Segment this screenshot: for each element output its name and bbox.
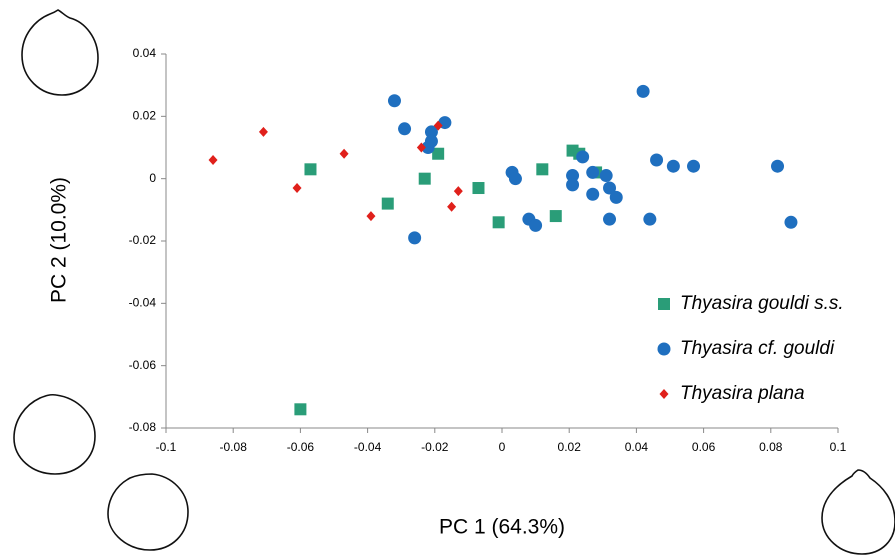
data-point	[258, 126, 268, 137]
x-tick-label: -0.1	[156, 440, 177, 454]
data-point	[408, 231, 422, 245]
data-point	[424, 125, 438, 139]
legend-marker	[657, 342, 671, 356]
legend-label: Thyasira cf. gouldi	[680, 338, 835, 359]
data-point	[576, 150, 590, 164]
data-point	[208, 154, 218, 165]
x-tick-label: -0.04	[354, 440, 382, 454]
x-tick-label: -0.02	[421, 440, 449, 454]
shell-outline	[13, 393, 96, 475]
data-point	[609, 190, 623, 204]
legend-marker	[658, 298, 670, 310]
shell-outline	[107, 473, 189, 551]
x-tick-label: 0.08	[759, 440, 783, 454]
data-point	[339, 148, 349, 159]
data-point	[387, 94, 401, 108]
data-point	[453, 186, 463, 197]
data-point	[586, 165, 600, 179]
x-tick-label: 0	[499, 440, 506, 454]
data-point	[447, 201, 457, 212]
y-axis-title: PC 2 (10.0%)	[48, 177, 71, 303]
shell-outline	[21, 9, 99, 96]
data-point	[636, 84, 650, 98]
data-point	[650, 153, 664, 167]
x-tick-label: 0.02	[558, 440, 582, 454]
data-point	[416, 142, 426, 153]
data-point	[418, 172, 431, 185]
data-point	[566, 178, 580, 192]
data-point	[472, 182, 485, 195]
data-point	[771, 159, 785, 173]
x-tick-label: 0.04	[625, 440, 649, 454]
shell-outline	[821, 469, 895, 555]
x-axis-title: PC 1 (64.3%)	[439, 516, 565, 539]
y-tick-label: -0.08	[129, 420, 157, 434]
data-point	[666, 159, 680, 173]
y-tick-label: 0.02	[133, 109, 157, 123]
data-point	[433, 120, 443, 131]
x-tick-label: 0.1	[830, 440, 847, 454]
data-point	[603, 181, 617, 195]
data-point	[381, 197, 394, 210]
data-point	[424, 134, 438, 148]
legend-marker	[659, 389, 669, 399]
data-point	[687, 159, 701, 173]
data-point	[304, 163, 317, 176]
data-point	[599, 169, 613, 183]
y-tick-label: -0.04	[129, 296, 157, 310]
data-point	[366, 211, 376, 222]
legend-label: Thyasira plana	[680, 383, 805, 404]
x-tick-label: -0.06	[287, 440, 315, 454]
data-point	[398, 122, 412, 136]
y-tick-label: 0	[149, 171, 156, 185]
data-point	[643, 212, 657, 226]
data-point	[292, 183, 302, 194]
data-point	[586, 187, 600, 201]
y-tick-label: 0.04	[133, 46, 157, 60]
data-point	[508, 172, 522, 186]
data-point	[784, 215, 798, 229]
data-point	[536, 163, 549, 176]
y-tick-label: -0.06	[129, 358, 157, 372]
data-point	[603, 212, 617, 226]
y-tick-label: -0.02	[129, 233, 157, 247]
data-point	[492, 216, 505, 229]
legend-label: Thyasira gouldi s.s.	[680, 293, 844, 314]
data-point	[529, 218, 543, 232]
x-tick-label: 0.06	[692, 440, 716, 454]
data-point	[294, 403, 307, 416]
data-point	[566, 169, 580, 183]
x-tick-label: -0.08	[220, 440, 248, 454]
data-point	[432, 147, 445, 160]
data-point	[549, 210, 562, 223]
